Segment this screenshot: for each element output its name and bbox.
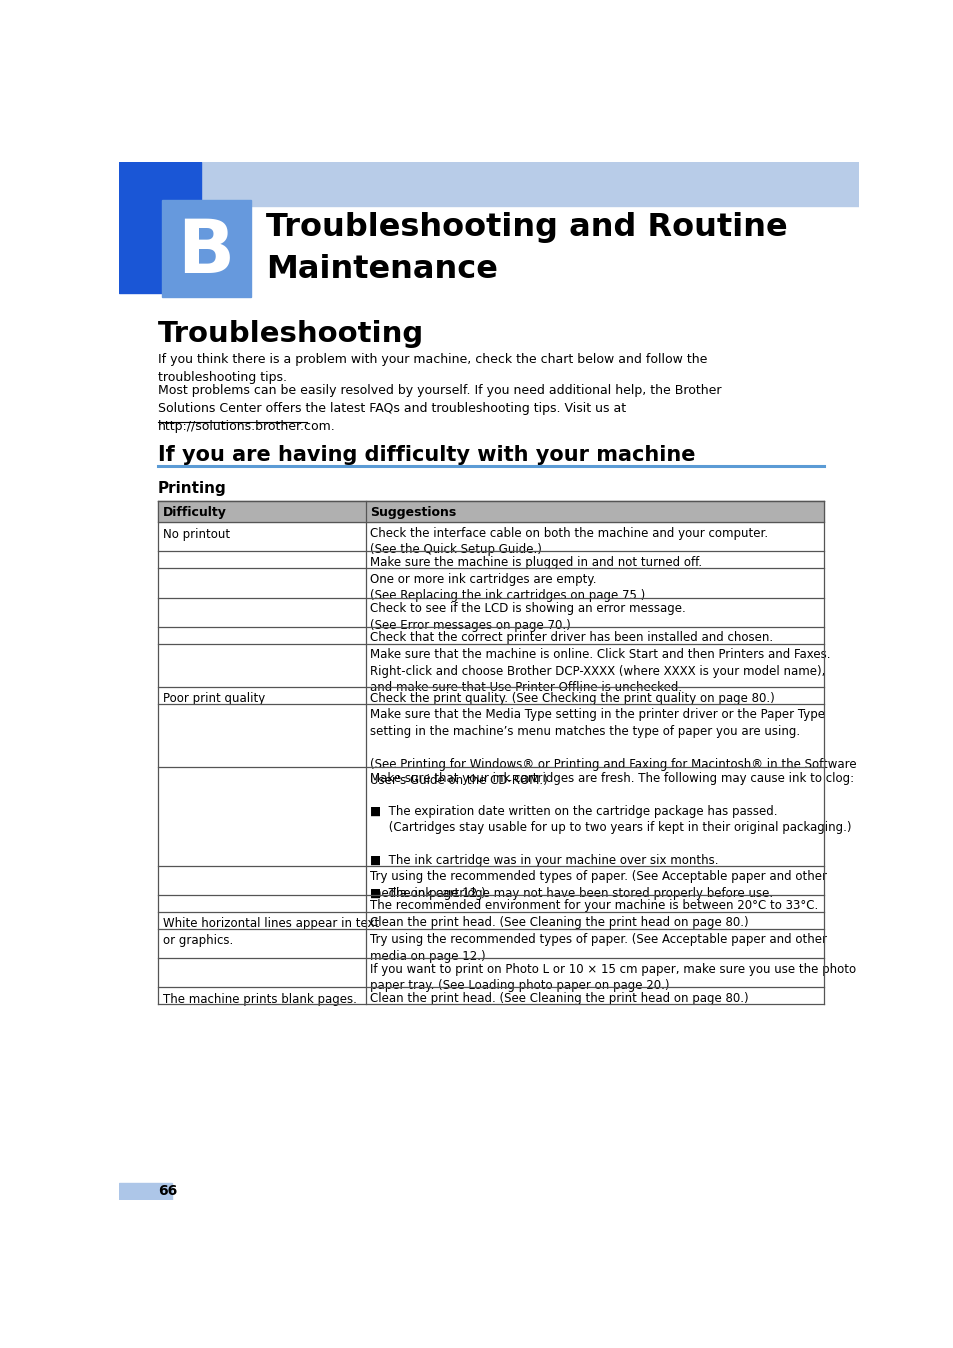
Text: No printout: No printout	[162, 527, 230, 541]
Text: The machine prints blank pages.: The machine prints blank pages.	[162, 992, 356, 1006]
Bar	[162, 201, 251, 297]
Bar	[119, 162, 200, 293]
Text: Make sure the machine is plugged in and not turned off.: Make sure the machine is plugged in and …	[370, 555, 701, 569]
Text: Troubleshooting and Routine: Troubleshooting and Routine	[266, 212, 787, 243]
Text: B: B	[177, 216, 234, 288]
Bar	[158, 500, 823, 522]
Text: Make sure that your ink cartridges are fresh. The following may cause ink to clo: Make sure that your ink cartridges are f…	[370, 771, 854, 900]
Text: Check the interface cable on both the machine and your computer.
(See the Quick : Check the interface cable on both the ma…	[370, 527, 768, 557]
Text: Check to see if the LCD is showing an error message.
(See Error messages on page: Check to see if the LCD is showing an er…	[370, 603, 685, 632]
Text: If you are having difficulty with your machine: If you are having difficulty with your m…	[158, 445, 695, 465]
Text: Suggestions: Suggestions	[370, 506, 456, 519]
Bar	[119, 1182, 172, 1200]
Text: Make sure that the Media Type setting in the printer driver or the Paper Type
se: Make sure that the Media Type setting in…	[370, 709, 856, 787]
Text: Make sure that the machine is online. Click Start and then Printers and Faxes.
R: Make sure that the machine is online. Cl…	[370, 648, 830, 694]
Text: White horizontal lines appear in text
or graphics.: White horizontal lines appear in text or…	[162, 917, 378, 946]
Text: Clean the print head. (See Cleaning the print head on page 80.): Clean the print head. (See Cleaning the …	[370, 917, 748, 929]
Text: One or more ink cartridges are empty.
(See Replacing the ink cartridges on page : One or more ink cartridges are empty. (S…	[370, 573, 645, 603]
Text: Try using the recommended types of paper. (See Acceptable paper and other
media : Try using the recommended types of paper…	[370, 871, 826, 899]
Text: Check the print quality. (See Checking the print quality on page 80.): Check the print quality. (See Checking t…	[370, 692, 774, 705]
Text: 66: 66	[158, 1184, 177, 1197]
Text: Clean the print head. (See Cleaning the print head on page 80.): Clean the print head. (See Cleaning the …	[370, 992, 748, 1004]
Text: Poor print quality: Poor print quality	[162, 693, 265, 705]
Text: The recommended environment for your machine is between 20°C to 33°C.: The recommended environment for your mac…	[370, 899, 818, 913]
Text: Maintenance: Maintenance	[266, 253, 497, 284]
Bar	[119, 162, 858, 206]
Text: Troubleshooting: Troubleshooting	[158, 319, 424, 348]
Text: Most problems can be easily resolved by yourself. If you need additional help, t: Most problems can be easily resolved by …	[158, 384, 720, 433]
Text: Try using the recommended types of paper. (See Acceptable paper and other
media : Try using the recommended types of paper…	[370, 933, 826, 962]
Text: Difficulty: Difficulty	[162, 506, 226, 519]
Text: If you want to print on Photo L or 10 × 15 cm paper, make sure you use the photo: If you want to print on Photo L or 10 × …	[370, 962, 856, 992]
Text: Check that the correct printer driver has been installed and chosen.: Check that the correct printer driver ha…	[370, 631, 773, 644]
Text: If you think there is a problem with your machine, check the chart below and fol: If you think there is a problem with you…	[158, 353, 706, 384]
Text: Printing: Printing	[158, 481, 227, 496]
